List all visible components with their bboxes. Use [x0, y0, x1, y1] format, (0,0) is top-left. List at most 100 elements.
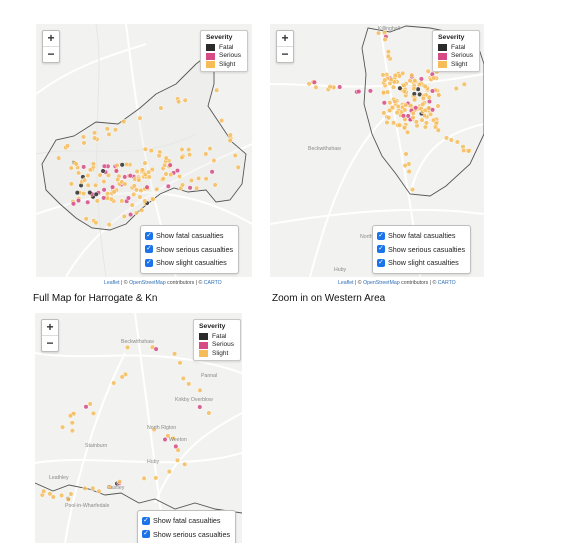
casualty-marker[interactable]: [182, 97, 188, 103]
casualty-marker[interactable]: [70, 201, 77, 207]
casualty-marker[interactable]: [406, 168, 412, 175]
casualty-marker[interactable]: [121, 213, 127, 219]
casualty-marker[interactable]: [402, 163, 408, 169]
casualty-marker[interactable]: [196, 175, 202, 181]
casualty-marker[interactable]: [146, 174, 152, 180]
casualty-marker[interactable]: [435, 127, 441, 133]
checkbox-fatal[interactable]: ✓ Show fatal casualties: [377, 231, 456, 241]
casualty-marker[interactable]: [235, 164, 241, 170]
casualty-marker[interactable]: [119, 374, 125, 380]
casualty-marker[interactable]: [47, 491, 53, 497]
casualty-marker[interactable]: [432, 124, 439, 130]
casualty-marker[interactable]: [81, 164, 87, 170]
casualty-marker[interactable]: [429, 88, 436, 94]
casualty-marker[interactable]: [401, 82, 407, 88]
casualty-marker[interactable]: [133, 210, 140, 216]
casualty-marker[interactable]: [395, 103, 401, 109]
casualty-marker[interactable]: [420, 101, 426, 107]
casualty-marker[interactable]: [172, 351, 178, 357]
casualty-marker[interactable]: [197, 404, 203, 410]
casualty-marker[interactable]: [380, 72, 386, 78]
casualty-marker[interactable]: [81, 177, 88, 183]
casualty-marker[interactable]: [136, 177, 142, 183]
casualty-marker[interactable]: [408, 103, 414, 109]
casualty-marker[interactable]: [101, 178, 107, 185]
casualty-marker[interactable]: [466, 148, 472, 154]
casualty-marker[interactable]: [111, 189, 117, 195]
casualty-marker[interactable]: [422, 124, 428, 130]
casualty-marker[interactable]: [387, 80, 393, 86]
casualty-marker[interactable]: [165, 433, 171, 439]
casualty-marker[interactable]: [206, 410, 212, 416]
casualty-marker[interactable]: [64, 143, 71, 149]
casualty-marker[interactable]: [133, 187, 140, 193]
casualty-marker[interactable]: [113, 168, 119, 174]
casualty-marker[interactable]: [87, 190, 93, 196]
carto-link[interactable]: CARTO: [203, 280, 222, 286]
casualty-marker[interactable]: [139, 167, 145, 173]
casualty-marker[interactable]: [119, 162, 125, 168]
casualty-marker[interactable]: [92, 135, 98, 141]
casualty-marker[interactable]: [461, 81, 467, 87]
casualty-marker[interactable]: [90, 161, 96, 167]
casualty-marker[interactable]: [412, 78, 418, 84]
casualty-marker[interactable]: [117, 479, 123, 485]
casualty-marker[interactable]: [73, 161, 79, 167]
casualty-marker[interactable]: [105, 191, 111, 197]
casualty-marker[interactable]: [416, 81, 422, 88]
casualty-marker[interactable]: [423, 120, 429, 126]
casualty-marker[interactable]: [153, 475, 159, 481]
casualty-marker[interactable]: [387, 100, 393, 106]
casualty-marker[interactable]: [124, 344, 131, 350]
casualty-marker[interactable]: [219, 118, 225, 124]
casualty-marker[interactable]: [375, 30, 382, 36]
zoom-in-button[interactable]: +: [47, 31, 55, 45]
casualty-marker[interactable]: [106, 222, 112, 228]
casualty-marker[interactable]: [392, 72, 398, 78]
casualty-marker[interactable]: [101, 163, 107, 169]
casualty-marker[interactable]: [209, 169, 215, 175]
casualty-marker[interactable]: [154, 186, 160, 192]
casualty-marker[interactable]: [422, 83, 428, 89]
zoom-out-button[interactable]: −: [43, 46, 59, 62]
casualty-marker[interactable]: [187, 185, 193, 191]
southern-map[interactable]: Beckwithshaw Pannal Kirkby Overblow Nort…: [35, 313, 242, 543]
checkbox-fatal[interactable]: ✓ Show fatal casualties: [145, 231, 224, 241]
casualty-marker[interactable]: [412, 97, 418, 103]
casualty-marker[interactable]: [397, 122, 403, 128]
casualty-marker[interactable]: [111, 380, 117, 386]
casualty-marker[interactable]: [428, 111, 434, 117]
casualty-marker[interactable]: [110, 184, 116, 190]
casualty-marker[interactable]: [401, 125, 408, 131]
casualty-marker[interactable]: [59, 492, 65, 498]
casualty-marker[interactable]: [168, 172, 174, 178]
casualty-marker[interactable]: [385, 53, 391, 59]
casualty-marker[interactable]: [104, 126, 110, 132]
zoom-in-button[interactable]: +: [46, 320, 54, 334]
casualty-marker[interactable]: [227, 132, 233, 138]
leaflet-link[interactable]: Leaflet: [104, 280, 120, 286]
casualty-marker[interactable]: [163, 171, 169, 177]
casualty-marker[interactable]: [207, 146, 213, 152]
casualty-marker[interactable]: [425, 68, 431, 74]
casualty-marker[interactable]: [74, 190, 80, 196]
casualty-marker[interactable]: [163, 155, 169, 161]
zoom-out-button[interactable]: −: [277, 46, 293, 62]
casualty-marker[interactable]: [411, 86, 417, 92]
casualty-marker[interactable]: [139, 207, 145, 213]
casualty-marker[interactable]: [151, 426, 157, 433]
casualty-marker[interactable]: [177, 360, 183, 366]
casualty-marker[interactable]: [401, 88, 407, 94]
casualty-marker[interactable]: [68, 165, 74, 171]
casualty-marker[interactable]: [327, 84, 333, 90]
casualty-marker[interactable]: [141, 475, 147, 481]
casualty-marker[interactable]: [153, 346, 159, 352]
casualty-marker[interactable]: [313, 84, 319, 90]
casualty-marker[interactable]: [214, 87, 220, 93]
casualty-marker[interactable]: [85, 199, 91, 205]
casualty-marker[interactable]: [93, 191, 99, 197]
casualty-marker[interactable]: [122, 181, 128, 187]
checkbox-serious[interactable]: ✓ Show serious casualties: [142, 529, 231, 539]
casualty-marker[interactable]: [129, 202, 135, 208]
casualty-marker[interactable]: [418, 76, 424, 82]
